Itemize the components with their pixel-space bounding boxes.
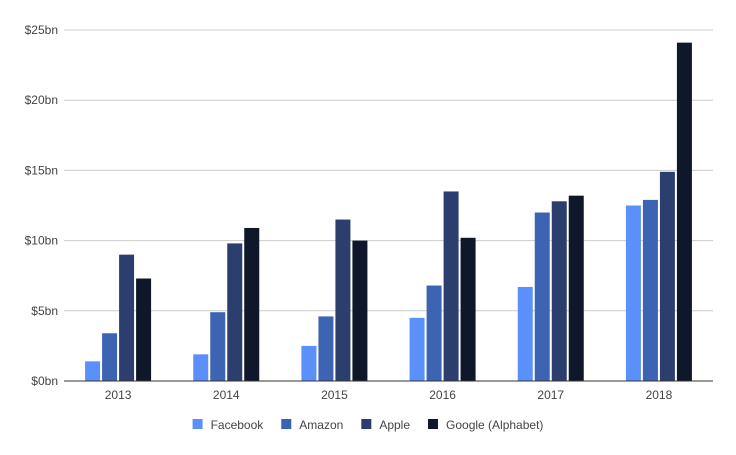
bar-facebook-2017 xyxy=(517,286,533,381)
y-tick-label: $10bn xyxy=(25,234,58,248)
bar-amazon-2014 xyxy=(210,312,226,381)
bar-google-alphabet-2016 xyxy=(460,237,476,381)
y-tick-label: $5bn xyxy=(31,304,58,318)
bar-apple-2015 xyxy=(335,219,351,381)
x-axis-labels: 2013 2014 2015 2016 2017 2018 xyxy=(105,388,673,402)
x-tick-label: 2016 xyxy=(429,388,456,402)
x-tick-label: 2014 xyxy=(213,388,240,402)
y-tick-label: $0bn xyxy=(31,374,58,388)
bar-google-alphabet-2015 xyxy=(352,240,368,381)
y-tick-label: $20bn xyxy=(25,93,58,107)
legend-label: Apple xyxy=(379,418,410,432)
bar-amazon-2018 xyxy=(642,199,658,381)
x-tick-label: 2017 xyxy=(537,388,564,402)
bar-apple-2016 xyxy=(443,191,459,381)
bar-amazon-2013 xyxy=(102,333,118,381)
bar-amazon-2017 xyxy=(534,212,550,381)
bars xyxy=(85,42,692,382)
bar-facebook-2013 xyxy=(85,361,101,381)
bar-facebook-2018 xyxy=(625,205,641,381)
y-axis-labels: $0bn $5bn $10bn $15bn $20bn $25bn xyxy=(25,23,58,388)
legend-swatch xyxy=(361,419,372,429)
bar-google-alphabet-2014 xyxy=(244,227,260,381)
y-tick-label: $25bn xyxy=(25,23,58,37)
bar-facebook-2014 xyxy=(193,354,209,381)
bar-apple-2018 xyxy=(659,171,675,381)
legend: Facebook Amazon Apple Google (Alphabet) xyxy=(192,418,543,432)
bar-google-alphabet-2013 xyxy=(136,278,152,381)
bar-facebook-2015 xyxy=(301,345,317,381)
gridlines xyxy=(64,29,713,312)
bar-apple-2013 xyxy=(119,254,135,381)
x-tick-label: 2015 xyxy=(321,388,348,402)
y-tick-label: $15bn xyxy=(25,163,58,177)
legend-label: Amazon xyxy=(299,418,343,432)
legend-swatch xyxy=(192,419,203,429)
x-tick-label: 2013 xyxy=(105,388,132,402)
legend-label: Facebook xyxy=(211,418,265,432)
x-tick-label: 2018 xyxy=(646,388,673,402)
bar-apple-2014 xyxy=(227,243,243,381)
bar-google-alphabet-2017 xyxy=(568,195,584,381)
legend-swatch xyxy=(281,419,292,429)
bar-apple-2017 xyxy=(551,201,567,381)
legend-swatch xyxy=(428,419,439,429)
legend-label: Google (Alphabet) xyxy=(446,418,543,432)
bar-google-alphabet-2018 xyxy=(676,42,692,382)
bar-amazon-2015 xyxy=(318,316,334,381)
bar-facebook-2016 xyxy=(409,317,425,381)
bar-amazon-2016 xyxy=(426,285,442,381)
